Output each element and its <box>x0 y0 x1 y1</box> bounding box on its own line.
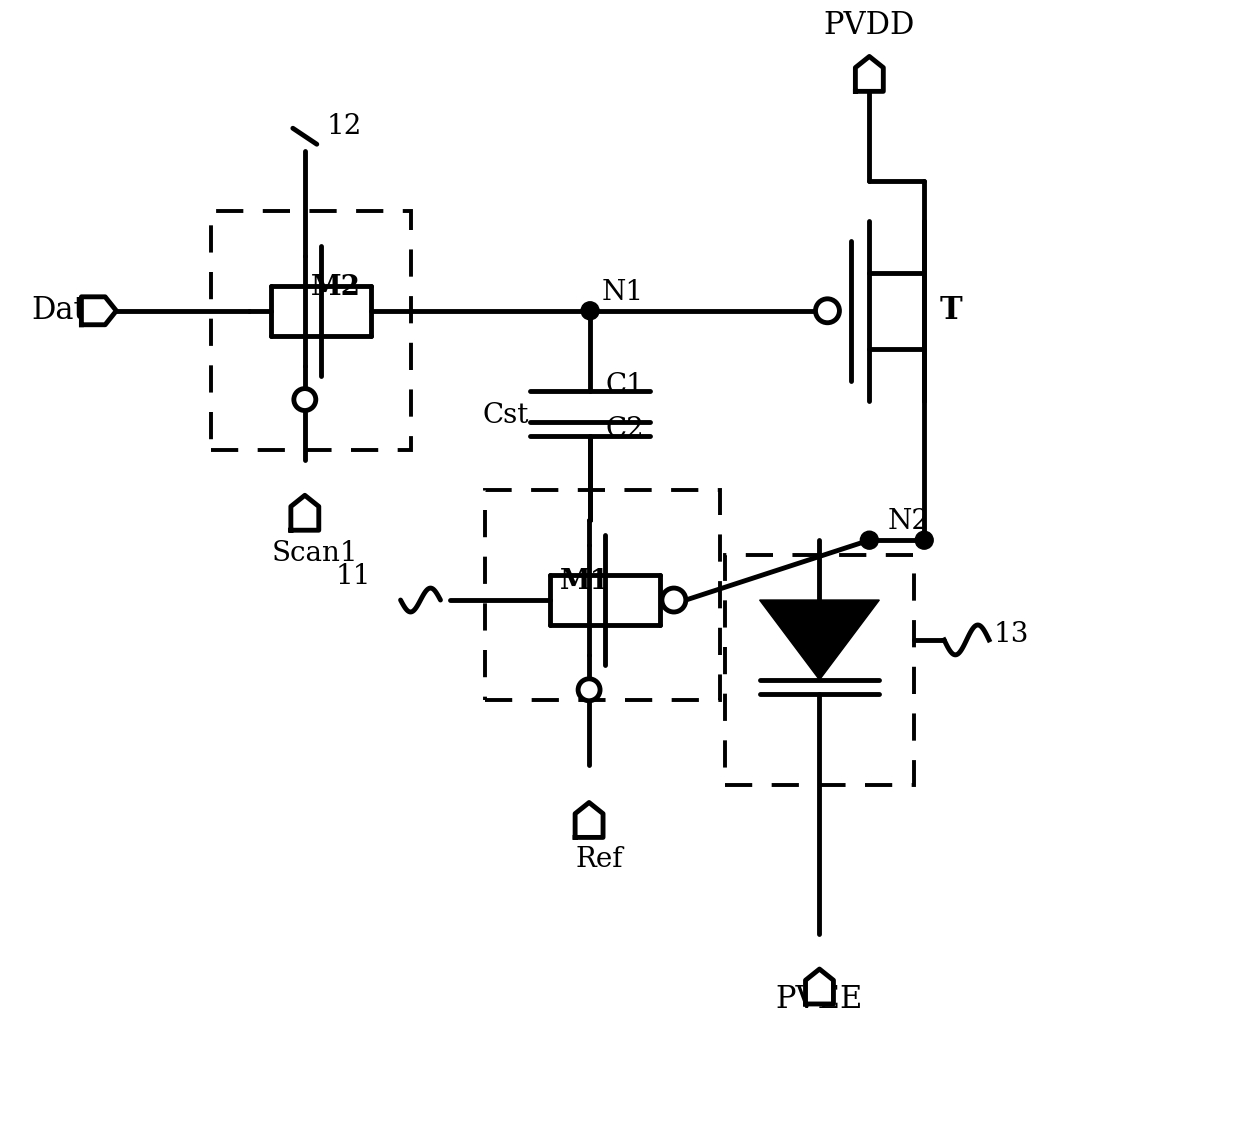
Text: 13: 13 <box>994 621 1029 649</box>
Text: 11: 11 <box>335 563 371 590</box>
Text: N2: N2 <box>888 508 929 535</box>
Bar <box>724 555 914 785</box>
Text: M1: M1 <box>560 569 610 595</box>
Text: Data: Data <box>31 295 104 326</box>
Text: M2: M2 <box>311 273 361 301</box>
Text: Cst: Cst <box>482 402 528 429</box>
Polygon shape <box>575 802 603 837</box>
Polygon shape <box>806 969 833 1004</box>
Polygon shape <box>82 296 117 325</box>
Polygon shape <box>856 56 883 92</box>
Circle shape <box>294 389 316 411</box>
Polygon shape <box>760 599 879 680</box>
Bar <box>485 491 719 700</box>
Circle shape <box>861 531 878 549</box>
Circle shape <box>816 299 839 323</box>
Text: T: T <box>939 295 962 326</box>
Circle shape <box>582 302 599 320</box>
Text: Ref: Ref <box>575 847 622 873</box>
Polygon shape <box>291 495 319 530</box>
Text: C1: C1 <box>605 372 644 399</box>
Text: PVEE: PVEE <box>776 984 863 1015</box>
Text: N1: N1 <box>603 279 644 305</box>
Circle shape <box>662 588 686 612</box>
Text: 12: 12 <box>327 113 362 140</box>
Text: C2: C2 <box>605 416 644 443</box>
Circle shape <box>915 531 934 549</box>
Text: PVDD: PVDD <box>823 10 915 41</box>
Circle shape <box>578 678 600 701</box>
Bar <box>211 210 410 451</box>
Text: Scan1: Scan1 <box>272 540 358 567</box>
